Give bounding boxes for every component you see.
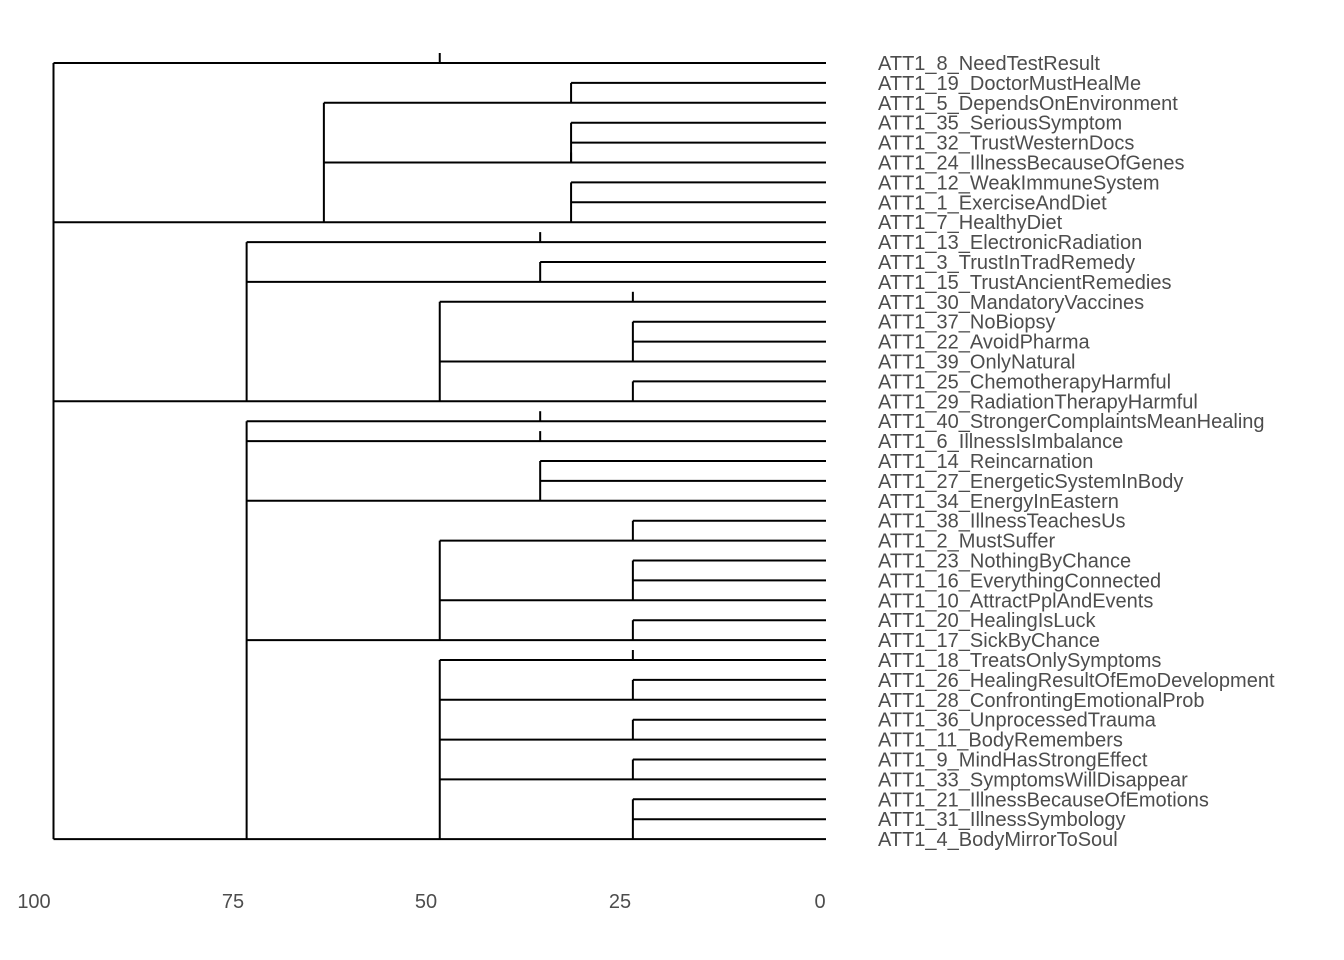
leaf-label: ATT1_37_NoBiopsy <box>878 312 1056 334</box>
x-tick-label: 0 <box>814 891 825 913</box>
leaf-label: ATT1_18_TreatsOnlySymptoms <box>878 650 1161 672</box>
leaf-label: ATT1_17_SickByChance <box>878 630 1100 652</box>
leaf-label: ATT1_38_IllnessTeachesUs <box>878 511 1126 533</box>
leaf-label: ATT1_16_EverythingConnected <box>878 570 1161 592</box>
leaf-label: ATT1_25_ChemotherapyHarmful <box>878 371 1171 393</box>
leaf-label: ATT1_24_IllnessBecauseOfGenes <box>878 153 1184 175</box>
leaf-label: ATT1_8_NeedTestResult <box>878 53 1100 75</box>
leaf-label: ATT1_29_RadiationTherapyHarmful <box>878 391 1198 413</box>
leaf-label: ATT1_31_IllnessSymbology <box>878 809 1126 831</box>
leaf-label: ATT1_4_BodyMirrorToSoul <box>878 829 1118 851</box>
leaf-label: ATT1_6_IllnessIsImbalance <box>878 431 1123 453</box>
leaf-label: ATT1_39_OnlyNatural <box>878 352 1076 374</box>
leaf-label: ATT1_14_Reincarnation <box>878 451 1093 473</box>
x-tick-label: 100 <box>17 891 50 913</box>
leaf-label: ATT1_40_StrongerComplaintsMeanHealing <box>878 411 1265 433</box>
x-tick-label: 25 <box>609 891 631 913</box>
leaf-label: ATT1_19_DoctorMustHealMe <box>878 73 1141 95</box>
x-tick-label: 75 <box>222 891 244 913</box>
leaf-label: ATT1_2_MustSuffer <box>878 531 1055 553</box>
leaf-label: ATT1_27_EnergeticSystemInBody <box>878 471 1183 493</box>
x-axis: 100 75 50 25 0 <box>17 891 825 913</box>
leaf-label: ATT1_20_HealingIsLuck <box>878 610 1097 632</box>
leaf-label: ATT1_15_TrustAncientRemedies <box>878 272 1171 294</box>
dendrogram-links <box>52 53 826 841</box>
leaf-label: ATT1_3_TrustInTradRemedy <box>878 252 1135 274</box>
leaf-label: ATT1_12_WeakImmuneSystem <box>878 172 1160 194</box>
leaf-label: ATT1_1_ExerciseAndDiet <box>878 192 1107 214</box>
leaf-label: ATT1_26_HealingResultOfEmoDevelopment <box>878 670 1275 692</box>
leaf-label: ATT1_13_ElectronicRadiation <box>878 232 1142 254</box>
leaf-label: ATT1_32_TrustWesternDocs <box>878 133 1134 155</box>
leaf-label: ATT1_7_HealthyDiet <box>878 212 1063 234</box>
leaf-label: ATT1_5_DependsOnEnvironment <box>878 93 1178 115</box>
leaf-label: ATT1_28_ConfrontingEmotionalProb <box>878 690 1204 712</box>
leaf-label: ATT1_36_UnprocessedTrauma <box>878 710 1157 732</box>
leaf-label: ATT1_11_BodyRemembers <box>878 730 1123 752</box>
leaf-label: ATT1_30_MandatoryVaccines <box>878 292 1144 314</box>
leaf-label: ATT1_21_IllnessBecauseOfEmotions <box>878 789 1209 811</box>
leaf-label: ATT1_23_NothingByChance <box>878 551 1131 573</box>
x-tick-label: 50 <box>415 891 437 913</box>
leaf-label: ATT1_10_AttractPplAndEvents <box>878 590 1153 612</box>
leaf-labels: ATT1_8_NeedTestResultATT1_19_DoctorMustH… <box>878 53 1275 851</box>
leaf-label: ATT1_35_SeriousSymptom <box>878 113 1122 135</box>
leaf-label: ATT1_9_MindHasStrongEffect <box>878 750 1148 772</box>
leaf-label: ATT1_34_EnergyInEastern <box>878 491 1119 513</box>
leaf-label: ATT1_33_SymptomsWillDisappear <box>878 769 1188 791</box>
leaf-label: ATT1_22_AvoidPharma <box>878 332 1090 354</box>
